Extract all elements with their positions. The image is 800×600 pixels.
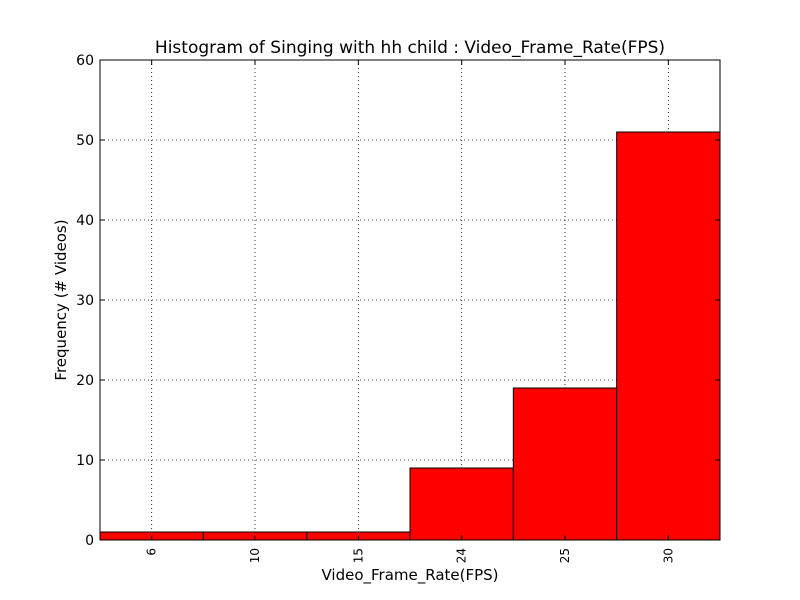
x-tick-label: 24 — [455, 548, 469, 563]
x-tick-label: 25 — [558, 548, 572, 563]
x-tick-label: 10 — [248, 548, 262, 563]
y-tick-label: 30 — [76, 293, 94, 309]
chart-title: Histogram of Singing with hh child : Vid… — [155, 38, 665, 58]
bar-30 — [616, 131, 721, 541]
y-tick-label: 0 — [85, 533, 94, 549]
bar-25 — [512, 387, 618, 541]
x-tick-labels: 6 10 15 24 25 30 — [145, 548, 676, 563]
x-tick-label: 6 — [145, 548, 159, 556]
y-tick-label: 60 — [76, 53, 94, 69]
y-tick-labels: 0 10 20 30 40 50 60 — [76, 53, 94, 549]
ticks-layer — [100, 59, 720, 541]
x-tick-label: 15 — [351, 548, 365, 563]
x-axis-label: Video_Frame_Rate(FPS) — [321, 566, 498, 585]
y-axis-label: Frequency (# Videos) — [52, 219, 70, 380]
y-tick-label: 50 — [76, 133, 94, 149]
y-tick-label: 10 — [76, 453, 94, 469]
y-tick-label: 20 — [76, 373, 94, 389]
y-tick-label: 40 — [76, 213, 94, 229]
x-tick-label: 30 — [661, 548, 675, 563]
bar-24 — [409, 467, 514, 541]
bars-layer — [99, 131, 721, 541]
